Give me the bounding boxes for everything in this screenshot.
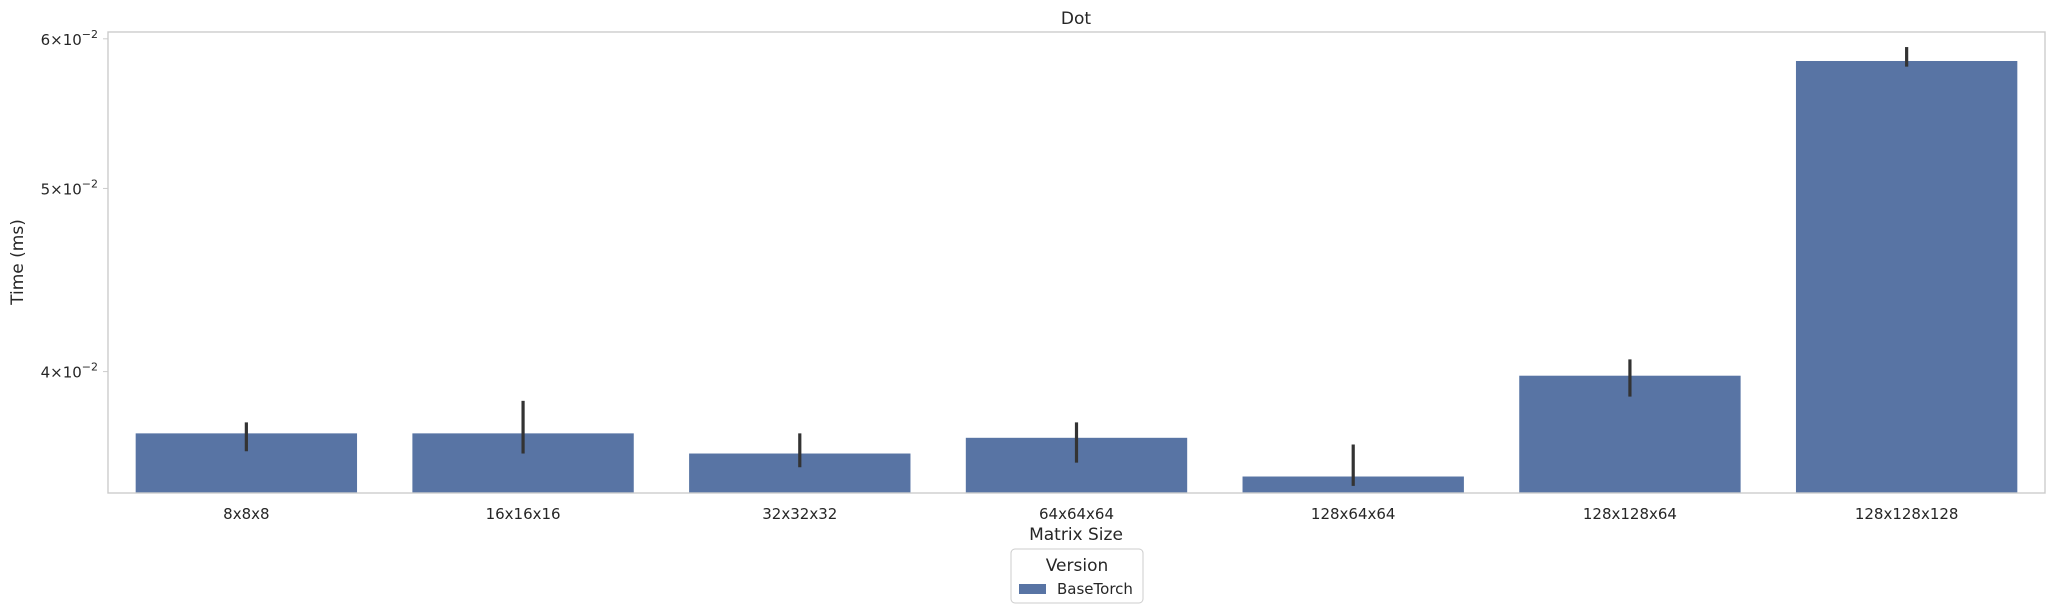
legend: Version BaseTorch [1010, 548, 1144, 604]
bar-128x128x128 [1795, 60, 2018, 494]
x-tick-label: 128x128x128 [1855, 505, 1959, 523]
y-tick-label: 5×10−2 [41, 177, 98, 198]
x-tick-label: 32x32x32 [762, 505, 837, 523]
legend-label-basetorch: BaseTorch [1057, 580, 1133, 598]
chart-title: Dot [1061, 9, 1091, 29]
y-tick-label: 4×10−2 [41, 361, 98, 382]
plot-area: 8x8x8 16x16x16 32x32x32 64x64x64 128x64x64 12… [41, 28, 2046, 523]
y-tick-label: 6×10−2 [41, 28, 98, 49]
plot-frame [107, 31, 2046, 494]
x-axis-title: Matrix Size [1029, 525, 1123, 545]
x-tick-label: 64x64x64 [1039, 505, 1114, 523]
y-axis-title: Time (ms) [8, 219, 28, 306]
x-tick-label: 16x16x16 [486, 505, 561, 523]
x-tick-label: 8x8x8 [223, 505, 269, 523]
legend-swatch [1019, 584, 1046, 594]
x-tick-label: 128x64x64 [1311, 505, 1396, 523]
legend-title: Version [1046, 556, 1109, 576]
x-tick-label: 128x128x64 [1583, 505, 1677, 523]
